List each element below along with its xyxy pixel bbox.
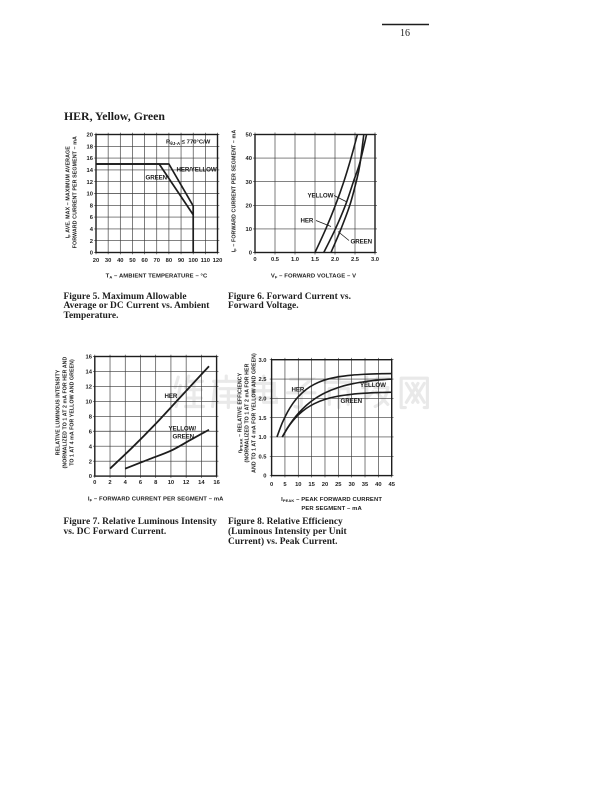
svg-text:GREEN: GREEN	[341, 398, 363, 405]
svg-text:100: 100	[188, 258, 198, 264]
svg-text:4: 4	[90, 227, 94, 233]
svg-text:14: 14	[198, 480, 205, 486]
svg-text:2.5: 2.5	[258, 377, 267, 383]
svg-text:YELLOW/: YELLOW/	[169, 426, 197, 433]
svg-text:8: 8	[89, 414, 93, 420]
svg-text:110: 110	[201, 258, 210, 264]
svg-text:0.5: 0.5	[271, 257, 280, 263]
svg-text:PER SEGMENT – mA: PER SEGMENT – mA	[301, 506, 362, 512]
svg-text:2: 2	[89, 459, 92, 465]
svg-text:20: 20	[93, 258, 99, 264]
svg-text:18: 18	[87, 144, 94, 150]
svg-text:2.0: 2.0	[331, 257, 339, 263]
svg-text:8: 8	[90, 203, 94, 209]
svg-text:0: 0	[263, 474, 266, 480]
svg-text:45: 45	[388, 482, 395, 488]
svg-text:IPEAK – PEAK FORWARD CURRENT: IPEAK – PEAK FORWARD CURRENT	[281, 497, 382, 503]
svg-text:(NORMALIZED TO 1 AT 2 mA FOR H: (NORMALIZED TO 1 AT 2 mA FOR HER	[245, 363, 251, 462]
svg-text:0: 0	[90, 251, 93, 257]
svg-text:6: 6	[89, 429, 93, 435]
svg-text:8: 8	[154, 480, 158, 486]
svg-text:1.5: 1.5	[258, 416, 267, 422]
svg-text:20: 20	[246, 203, 252, 209]
svg-text:FORWARD CURRENT PER SEGMENT –: FORWARD CURRENT PER SEGMENT – mA	[72, 136, 78, 248]
svg-text:90: 90	[178, 258, 184, 264]
svg-text:6: 6	[90, 215, 94, 221]
svg-text:40: 40	[246, 156, 252, 162]
svg-text:GREEN: GREEN	[351, 239, 373, 246]
svg-text:16: 16	[213, 480, 220, 486]
svg-text:1.5: 1.5	[311, 257, 320, 263]
svg-text:0: 0	[253, 257, 256, 263]
svg-text:3.0: 3.0	[258, 358, 266, 364]
svg-text:40: 40	[375, 482, 381, 488]
svg-text:2.0: 2.0	[258, 396, 266, 402]
svg-text:YELLOW: YELLOW	[360, 382, 386, 389]
svg-text:10: 10	[86, 399, 92, 405]
svg-text:4: 4	[124, 480, 128, 486]
svg-text:10: 10	[87, 192, 93, 198]
svg-text:15: 15	[308, 482, 315, 488]
svg-text:0: 0	[249, 251, 252, 257]
svg-text:IF – FORWARD CURRENT PER SEGME: IF – FORWARD CURRENT PER SEGMENT – mA	[232, 130, 238, 253]
svg-text:AND TO 1 AT 4 mA FOR YELLOW AN: AND TO 1 AT 4 mA FOR YELLOW AND GREEN)	[252, 353, 258, 473]
svg-text:ηPEAK – RELATIVE EFFICIENCY: ηPEAK – RELATIVE EFFICIENCY	[238, 372, 244, 453]
svg-text:20: 20	[322, 482, 328, 488]
svg-text:16: 16	[86, 355, 93, 361]
svg-text:VF – FORWARD VOLTAGE – V: VF – FORWARD VOLTAGE – V	[271, 274, 356, 280]
svg-text:12: 12	[87, 180, 93, 186]
svg-text:10: 10	[168, 480, 174, 486]
svg-text:TO 1 AT 4 mA FOR YELLOW AND GR: TO 1 AT 4 mA FOR YELLOW AND GREEN)	[70, 359, 76, 466]
svg-text:1.0: 1.0	[291, 257, 299, 263]
svg-text:1.0: 1.0	[258, 435, 266, 441]
svg-text:HER/YELLOW: HER/YELLOW	[177, 167, 217, 174]
svg-text:30: 30	[105, 258, 111, 264]
svg-text:16: 16	[400, 28, 410, 39]
svg-text:3.0: 3.0	[371, 257, 379, 263]
svg-text:120: 120	[213, 258, 223, 264]
svg-text:(NORMALIZED TO 1 AT 2 mA FOR H: (NORMALIZED TO 1 AT 2 mA FOR HER AND	[63, 356, 69, 468]
svg-text:30: 30	[246, 180, 252, 186]
svg-text:10: 10	[246, 227, 252, 233]
svg-text:2: 2	[90, 239, 93, 245]
svg-text:35: 35	[362, 482, 369, 488]
svg-text:10: 10	[295, 482, 301, 488]
svg-text:IF – FORWARD CURRENT PER SEGME: IF – FORWARD CURRENT PER SEGMENT – mA	[88, 497, 224, 503]
svg-text:50: 50	[129, 258, 135, 264]
svg-text:2.5: 2.5	[351, 257, 360, 263]
svg-text:6: 6	[139, 480, 143, 486]
svg-text:0: 0	[270, 482, 273, 488]
svg-text:RELATIVE LUMINOUS INTENSITY: RELATIVE LUMINOUS INTENSITY	[56, 369, 62, 455]
svg-text:RθJ-A ≤ 770°C/W: RθJ-A ≤ 770°C/W	[166, 140, 211, 147]
svg-text:0: 0	[93, 480, 96, 486]
svg-text:GREEN: GREEN	[173, 434, 195, 441]
svg-text:5: 5	[283, 482, 287, 488]
svg-text:16: 16	[87, 156, 94, 162]
svg-text:0: 0	[89, 474, 92, 480]
svg-text:HER: HER	[301, 218, 314, 225]
svg-text:2: 2	[108, 480, 111, 486]
svg-text:0.5: 0.5	[258, 454, 267, 460]
svg-text:HER: HER	[292, 387, 305, 394]
svg-text:12: 12	[183, 480, 189, 486]
svg-text:60: 60	[141, 258, 147, 264]
svg-text:30: 30	[348, 482, 354, 488]
svg-text:70: 70	[154, 258, 160, 264]
svg-text:YELLOW: YELLOW	[308, 193, 334, 200]
svg-text:12: 12	[86, 385, 92, 391]
svg-text:20: 20	[87, 133, 93, 139]
svg-text:40: 40	[117, 258, 123, 264]
svg-text:TA – AMBIENT TEMPERATURE – °C: TA – AMBIENT TEMPERATURE – °C	[106, 274, 208, 280]
svg-text:14: 14	[86, 370, 93, 376]
svg-text:HER: HER	[165, 393, 178, 400]
svg-text:25: 25	[335, 482, 342, 488]
svg-text:IF AVE. MAX – MAXIMUM AVERAGE: IF AVE. MAX – MAXIMUM AVERAGE	[65, 146, 71, 239]
svg-text:14: 14	[87, 168, 94, 174]
svg-text:50: 50	[246, 133, 252, 139]
svg-text:GREEN: GREEN	[146, 175, 168, 182]
svg-text:80: 80	[166, 258, 172, 264]
svg-text:4: 4	[89, 444, 93, 450]
